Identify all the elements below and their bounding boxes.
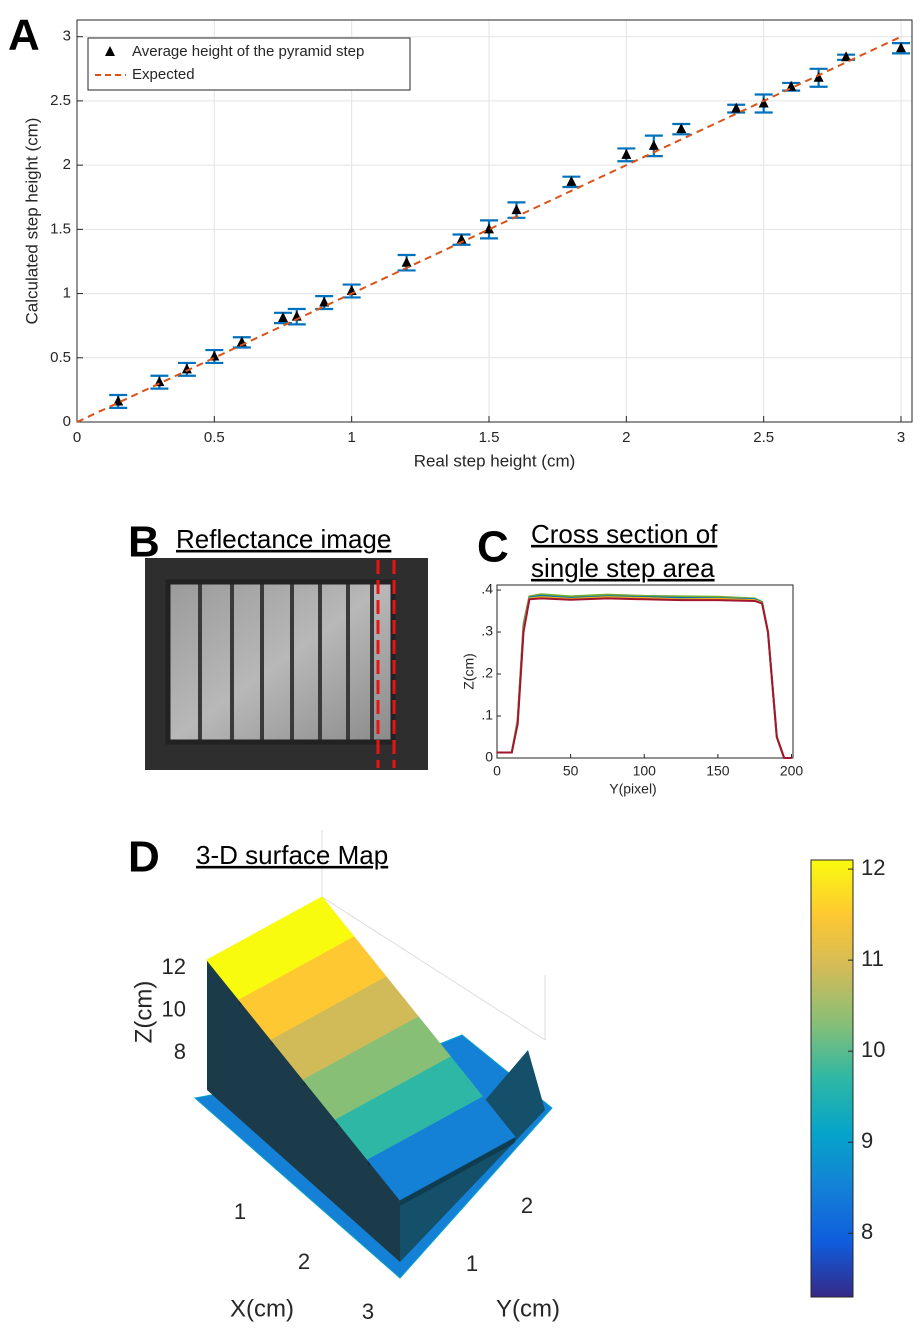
x-tick-label: 0 [493, 763, 501, 779]
x-tick-label: 100 [633, 763, 657, 779]
panel-label: C [477, 523, 509, 572]
data-point [566, 175, 577, 186]
y-tick-label: 0.5 [50, 349, 71, 366]
z-tick-label: 8 [174, 1039, 186, 1064]
x-axis-label: X(cm) [230, 1295, 294, 1322]
y-tick-label: .3 [481, 623, 493, 639]
colorbar-tick-label: 8 [861, 1219, 873, 1244]
data-point [511, 204, 522, 215]
y-tick-label: 2 [63, 156, 71, 173]
data-point [676, 123, 687, 134]
data-point [181, 363, 192, 374]
data-point [456, 233, 467, 244]
profile-line [497, 597, 792, 759]
expected-line [76, 35, 902, 423]
image-title: Reflectance image [176, 524, 391, 554]
x-axis-label: Y(pixel) [609, 781, 656, 797]
y-tick-label: 0 [63, 413, 71, 430]
y-tick-label: 1.5 [50, 220, 71, 237]
data-point [731, 102, 742, 113]
panel-label: D [128, 833, 160, 882]
x-tick-label: 3 [897, 429, 905, 446]
panel-label: B [128, 518, 160, 567]
surface-step [367, 1096, 516, 1201]
x-tick-label: 0 [73, 429, 81, 446]
data-point [896, 42, 907, 53]
colorbar-tick-label: 11 [861, 946, 884, 971]
y-tick-label: .2 [481, 665, 493, 681]
legend-box [87, 37, 411, 91]
surface-wall [207, 960, 400, 1262]
x-tick-label: 0.5 [204, 429, 225, 446]
image-target [168, 582, 393, 742]
y-tick-label: 3 [63, 28, 71, 45]
x-tick-label: 200 [780, 763, 804, 779]
data-point [758, 97, 769, 108]
data-point [648, 139, 659, 150]
x-axis-label: Real step height (cm) [414, 451, 576, 470]
panel-label: A [8, 11, 40, 60]
x-tick-label: 150 [706, 763, 730, 779]
x-tick-label: 50 [563, 763, 579, 779]
data-point [841, 51, 852, 62]
data-point [401, 256, 412, 267]
z-axis-label: Z(cm) [130, 981, 157, 1044]
x-tick-label: 2 [298, 1249, 310, 1274]
colorbar-tick-label: 10 [861, 1037, 885, 1062]
y-tick-label: .1 [481, 707, 493, 723]
x-tick-label: 1 [347, 429, 355, 446]
y-tick-label: 0 [485, 749, 493, 765]
chart-title: 3-D surface Map [196, 840, 388, 870]
data-point [278, 311, 289, 322]
x-tick-label: 2.5 [753, 429, 774, 446]
axes-box [76, 19, 913, 423]
data-point [484, 223, 495, 234]
colorbar [810, 859, 854, 1298]
chart-title: single step area [531, 553, 715, 583]
data-point [113, 395, 124, 406]
y-tick-label: 1 [466, 1251, 478, 1276]
data-point [621, 148, 632, 159]
z-tick-label: 12 [162, 954, 186, 979]
y-axis-label: Z(cm) [461, 653, 477, 690]
y-tick-label: 2.5 [50, 92, 71, 109]
colorbar-tick-label: 12 [861, 855, 885, 880]
legend-label: Expected [132, 66, 195, 83]
y-axis-label: Calculated step height (cm) [22, 118, 41, 325]
x-tick-label: 3 [362, 1299, 374, 1324]
y-tick-label: .4 [481, 581, 493, 597]
x-tick-label: 1.5 [479, 429, 500, 446]
z-tick-label: 10 [162, 996, 186, 1021]
data-point [319, 296, 330, 307]
x-tick-label: 1 [234, 1199, 246, 1224]
reflectance-image [145, 558, 428, 770]
y-tick-label: 1 [63, 285, 71, 302]
x-tick-label: 2 [622, 429, 630, 446]
plot-area [496, 584, 794, 759]
legend-label: Average height of the pyramid step [132, 43, 364, 60]
data-point [813, 71, 824, 82]
image-steps [198, 584, 374, 740]
legend-swatch [105, 46, 115, 56]
chart-title: Cross section of [531, 519, 718, 549]
surface-step-edge [400, 1137, 515, 1206]
y-tick-label: 2 [521, 1193, 533, 1218]
colorbar-tick-label: 9 [861, 1128, 873, 1153]
y-axis-label: Y(cm) [496, 1295, 560, 1322]
